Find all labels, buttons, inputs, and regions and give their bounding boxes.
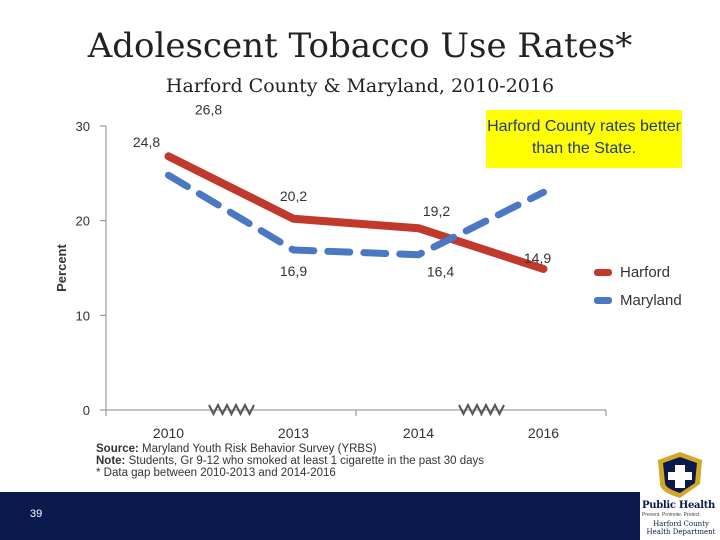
x-tick-label: 2016 [528,425,559,441]
data-label-harford: 14,9 [524,250,551,266]
callout-box: Harford County rates better than the Sta… [486,110,682,168]
slide-number: 39 [30,508,43,520]
legend-label-maryland: Maryland [620,291,682,309]
logo-name: Public Health [642,500,716,511]
data-label-harford: 20,2 [280,188,307,204]
y-tick-label: 20 [76,214,90,229]
x-tick-label: 2014 [403,425,434,441]
data-gap-squiggle [458,402,505,417]
x-tick-label: 2013 [278,425,309,441]
x-tick-label: 2010 [153,425,184,441]
logo-org: Harford County Health Department [646,520,716,536]
legend-item-maryland: Maryland [594,286,682,314]
y-tick-label: 30 [76,119,90,134]
y-tick-label: 10 [76,308,90,323]
y-axis-label: Percent [54,243,69,291]
legend-swatch-harford [594,268,612,276]
series-line-harford [164,152,548,273]
note-line: Note: Students, Gr 9-12 who smoked at le… [96,455,485,467]
data-label-harford: 19,2 [423,203,450,219]
source-notes: Source: Maryland Youth Risk Behavior Sur… [96,443,496,479]
footer-bar: 39 [0,492,640,540]
page-subtitle: Harford County & Maryland, 2010-2016 [165,75,555,97]
data-label-maryland: 24,8 [133,134,160,150]
legend-swatch-maryland [594,296,612,304]
data-label-harford: 26,8 [195,101,222,117]
chart-legend: Harford Maryland [594,258,682,314]
logo-tagline: Prevent. Promote. Protect. [642,512,701,518]
shield-logo-icon [658,452,702,498]
page-title: Adolescent Tobacco Use Rates* [87,26,633,66]
y-tick-label: 0 [83,403,90,418]
gap-note-line: * Data gap between 2010-2013 and 2014-20… [96,467,336,479]
source-line: Source: Maryland Youth Risk Behavior Sur… [96,443,377,455]
data-label-maryland: 16,9 [280,263,307,279]
legend-item-harford: Harford [594,258,682,286]
data-label-maryland: 16,4 [427,264,454,280]
data-gap-squiggle [208,402,255,417]
legend-label-harford: Harford [620,263,671,281]
health-department-logo: Public Health Prevent. Promote. Protect.… [640,448,720,540]
series-line-maryland [165,171,547,259]
